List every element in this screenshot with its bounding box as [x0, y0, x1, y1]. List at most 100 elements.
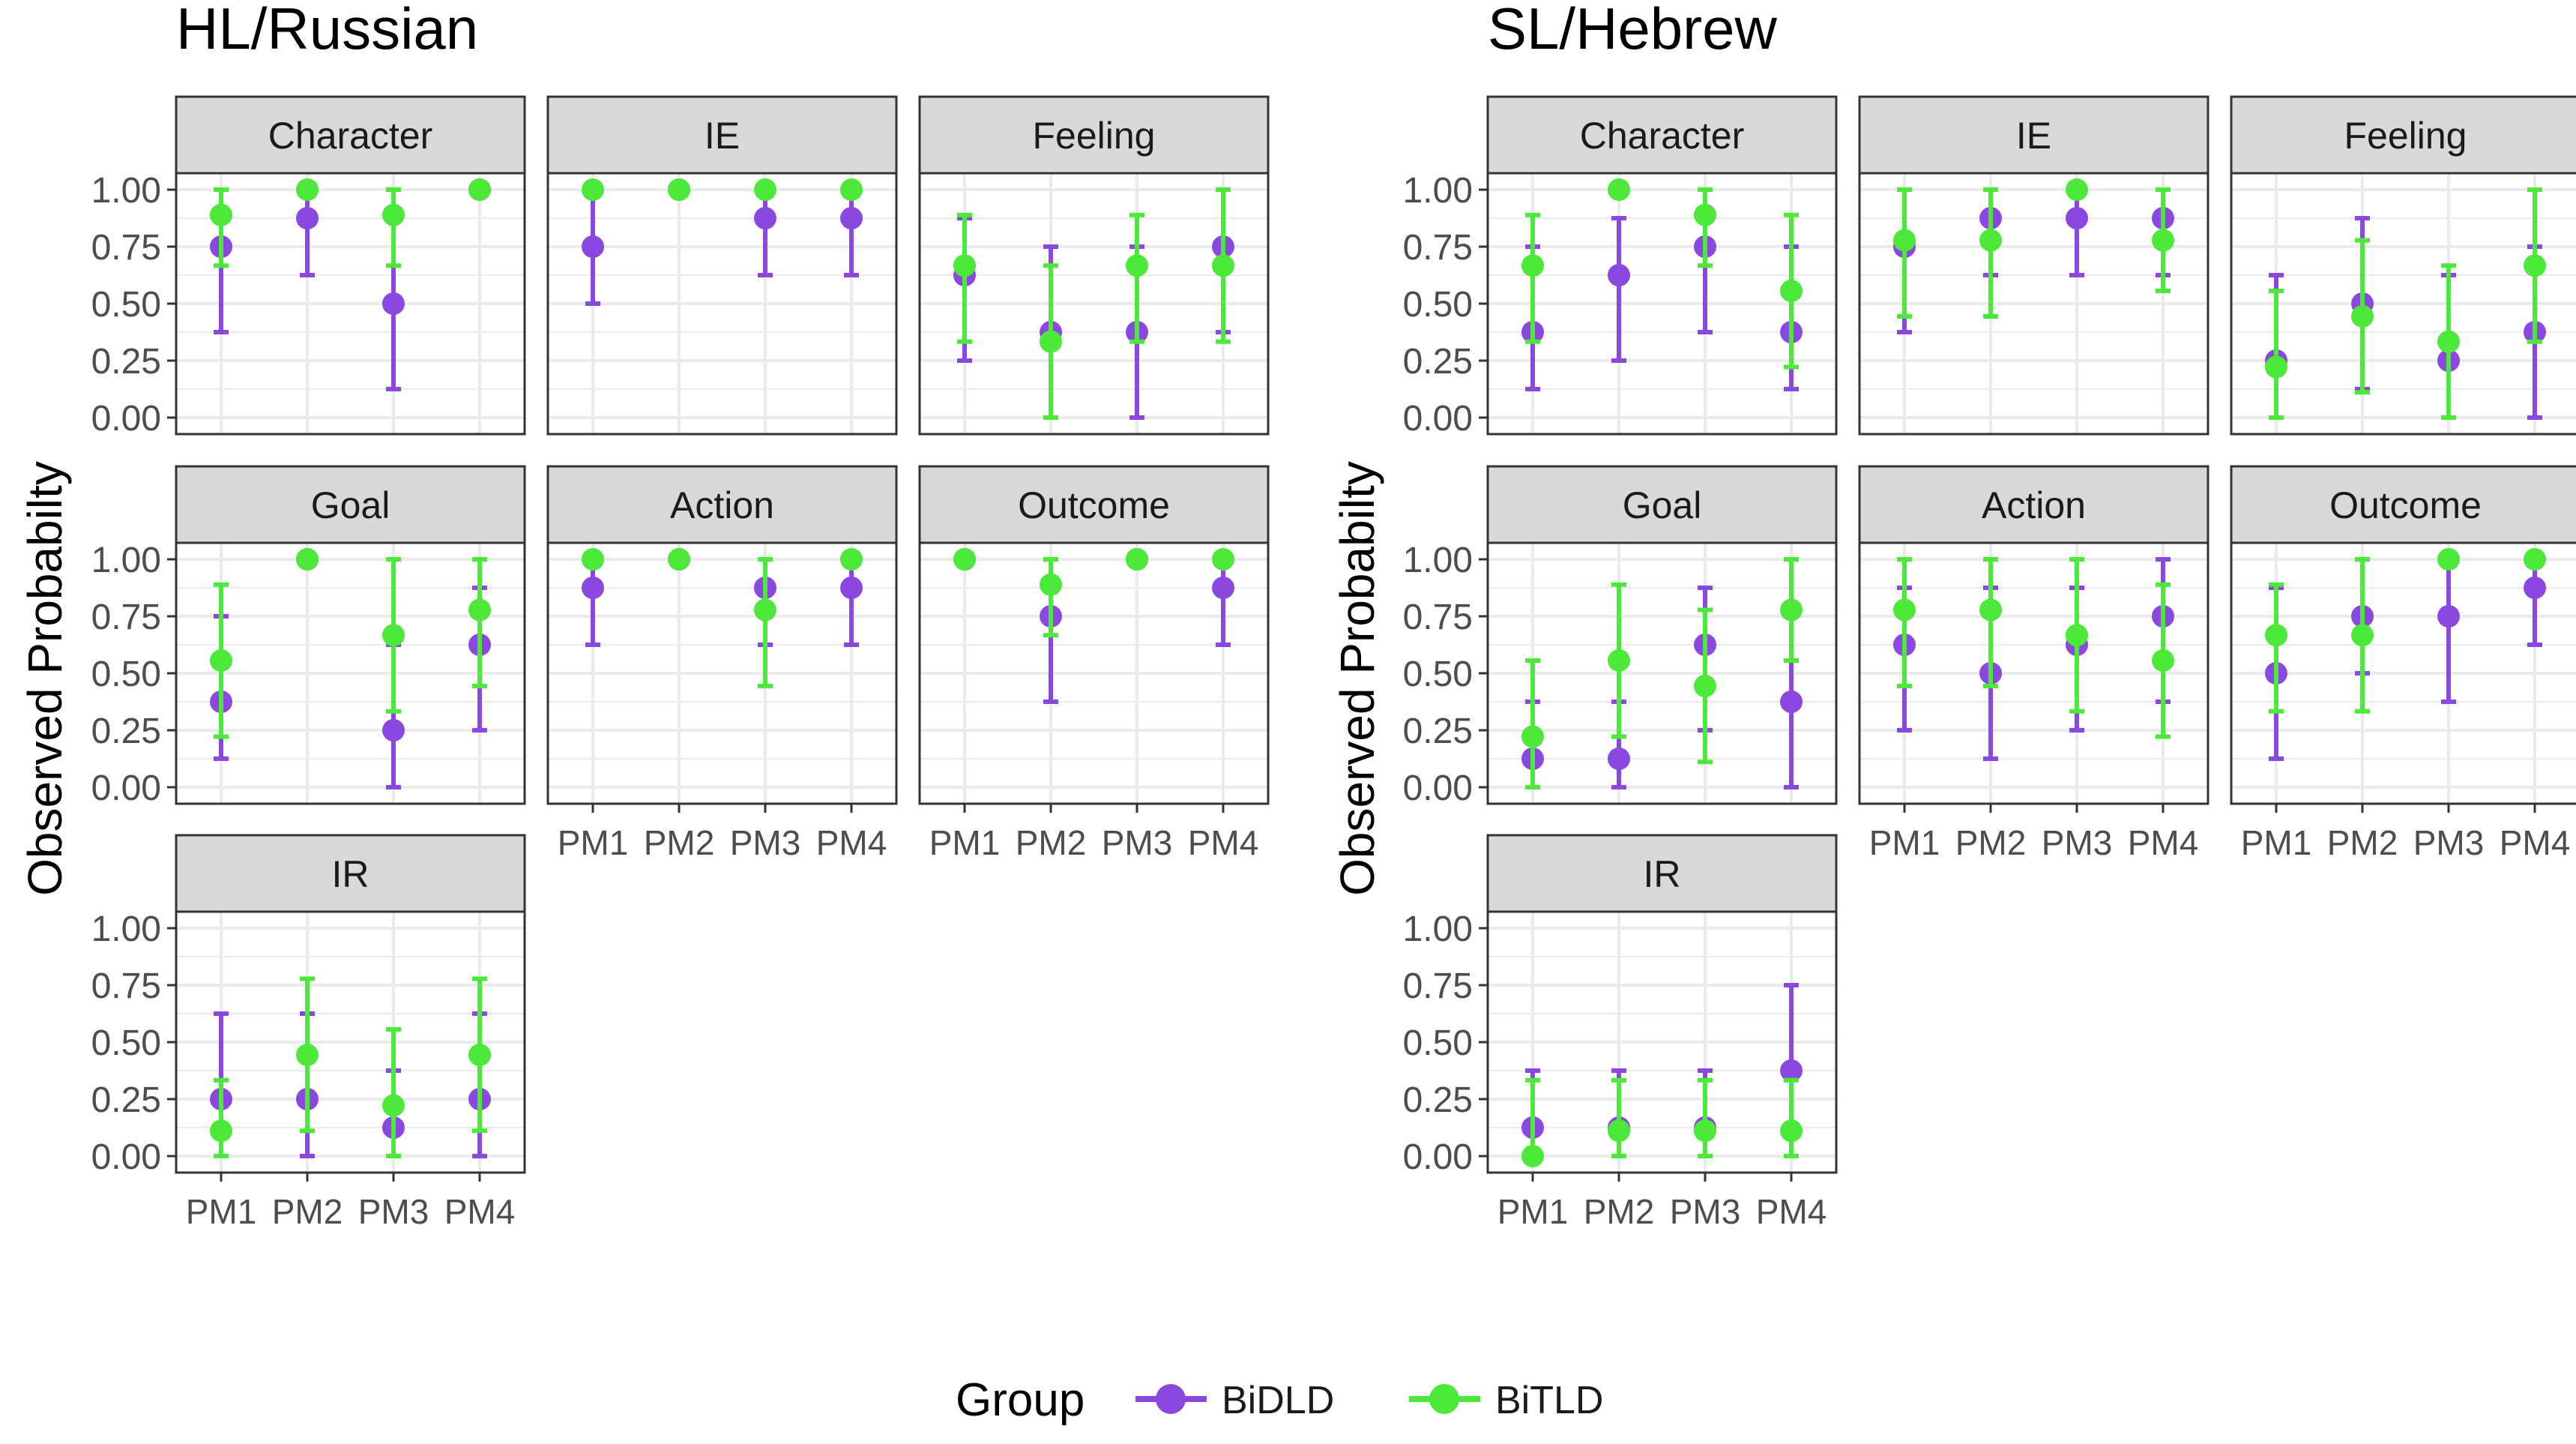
point-bitld-pm2: [296, 548, 319, 571]
y-tick-label: 0.00: [91, 399, 161, 439]
legend-label-bidld: BiDLD: [1222, 1379, 1334, 1422]
strip-label-hl-russian-ir: IR: [332, 853, 369, 895]
point-bitld-pm3: [2437, 330, 2460, 353]
y-tick-label: 0.00: [91, 768, 161, 808]
strip-label-sl-hebrew-ir: IR: [1644, 853, 1681, 895]
point-bitld-pm3: [1126, 254, 1148, 277]
point-bidld-pm3: [2066, 207, 2088, 229]
x-tick-label: PM2: [272, 1192, 343, 1231]
strip-sl-hebrew-feeling: [2230, 95, 2576, 175]
x-tick-label: PM3: [730, 823, 801, 862]
strip-label-hl-russian-outcome: Outcome: [1018, 484, 1170, 526]
strip-hl-russian-outcome: [918, 465, 1270, 544]
y-tick-label: 0.50: [91, 285, 161, 325]
x-tick-label: PM4: [2500, 823, 2571, 862]
series-bitld-hl-russian-outcome: [953, 548, 1234, 638]
point-bitld-pm3: [1694, 1119, 1716, 1143]
y-tick-label: 0.75: [91, 598, 161, 637]
strip-label-hl-russian-goal: Goal: [311, 484, 390, 526]
x-tick-label: PM3: [358, 1192, 429, 1231]
point-bitld-pm4: [2152, 229, 2174, 252]
x-tick-label: PM3: [1102, 823, 1173, 862]
x-tick-label: PM2: [644, 823, 715, 862]
point-bitld-pm3: [2437, 548, 2460, 571]
point-bitld-pm4: [468, 1044, 491, 1067]
strip-hl-russian-action: [546, 465, 898, 544]
series-bitld-hl-russian-ie: [582, 178, 863, 201]
point-bitld-pm1: [1893, 598, 1916, 622]
x-tick-label: PM4: [816, 823, 887, 862]
y-tick-label: 0.50: [91, 1023, 161, 1063]
facet-sl-hebrew-ie: IE: [1858, 95, 2209, 436]
panel-border-sl-hebrew-feeling: [2230, 172, 2576, 436]
point-bidld-pm4: [1780, 691, 1803, 713]
y-tick-label: 0.25: [91, 1080, 161, 1120]
y-tick-label: 1.00: [91, 909, 161, 949]
ylabel-left: Observed Probabilty: [18, 461, 72, 896]
x-tick-label: PM2: [1016, 823, 1087, 862]
point-bidld-pm1: [582, 235, 604, 258]
y-tick-label: 0.50: [1403, 285, 1473, 325]
point-bitld-pm3: [2066, 178, 2088, 201]
point-bitld-pm4: [2152, 649, 2174, 672]
y-tick-label: 0.75: [1403, 228, 1473, 268]
series-bitld-hl-russian-feeling: [953, 187, 1234, 420]
point-bitld-pm1: [1521, 254, 1544, 277]
strip-label-hl-russian-action: Action: [670, 484, 774, 526]
panel-border-sl-hebrew-ie: [1858, 172, 2209, 436]
point-bitld-pm2: [1040, 573, 1062, 596]
point-bitld-pm3: [754, 178, 776, 201]
point-bitld-pm4: [2524, 548, 2546, 571]
legend: Group BiDLD BiTLD: [956, 1374, 1603, 1426]
point-bitld-pm3: [1126, 548, 1148, 571]
facet-hl-russian-ir: IR 1.00 0.75 0.50 0.25 0.00 PM1 PM2 PM3 PM4: [91, 834, 526, 1231]
point-bitld-pm3: [1694, 675, 1716, 698]
point-bitld-pm3: [382, 624, 405, 647]
point-bidld-pm4: [1212, 577, 1234, 599]
ylabel-right: Observed Probabilty: [1330, 461, 1384, 896]
strip-label-sl-hebrew-goal: Goal: [1623, 484, 1702, 526]
series-bitld-hl-russian-action: [582, 548, 863, 689]
point-bidld-pm3: [2437, 605, 2460, 628]
point-bitld-pm4: [2524, 254, 2546, 277]
point-bitld-pm2: [2351, 624, 2374, 647]
point-bitld-pm3: [1694, 203, 1716, 226]
y-tick-label: 0.25: [1403, 712, 1473, 751]
y-tick-label: 0.50: [1403, 655, 1473, 694]
strip-sl-hebrew-goal: [1486, 465, 1838, 544]
point-bitld-pm4: [840, 178, 863, 201]
title-sl-hebrew: SL/Hebrew: [1488, 0, 1778, 61]
y-tick-label: 0.25: [1403, 1080, 1473, 1120]
panel-border-hl-russian-action: [546, 541, 898, 805]
x-tick-label: PM2: [1584, 1192, 1655, 1231]
facet-sl-hebrew-outcome: Outcome PM1 PM2 PM3 PM4: [2230, 465, 2576, 862]
point-bitld-pm3: [754, 598, 776, 622]
point-bitld-pm1: [1521, 725, 1544, 748]
point-bitld-pm1: [582, 548, 604, 571]
strip-sl-hebrew-action: [1858, 465, 2209, 544]
facet-sl-hebrew-ir: IR 1.00 0.75 0.50 0.25 0.00 PM1 PM2 PM3 PM4: [1403, 834, 1838, 1231]
x-tick-label: PM3: [1670, 1192, 1741, 1231]
y-tick-label: 0.00: [91, 1137, 161, 1177]
point-bitld-pm2: [1040, 330, 1062, 353]
point-bitld-pm2: [1608, 178, 1630, 201]
y-tick-label: 0.25: [91, 712, 161, 751]
point-bitld-pm4: [1212, 254, 1234, 277]
point-bitld-pm4: [1780, 279, 1803, 302]
strip-hl-russian-goal: [175, 465, 526, 544]
y-tick-label: 1.00: [91, 541, 161, 580]
x-tick-label: PM4: [2128, 823, 2199, 862]
facet-hl-russian-character: Character 1.00 0.75 0.50 0.25 0.00: [91, 95, 526, 439]
x-tick-label: PM4: [1756, 1192, 1827, 1231]
point-bidld-pm2: [1608, 747, 1630, 770]
series-bitld-sl-hebrew-outcome: [2265, 548, 2546, 714]
series-bitld-sl-hebrew-ir: [1521, 1077, 1803, 1167]
point-bidld-pm4: [1780, 1059, 1803, 1082]
legend-key-bitld: [1409, 1384, 1480, 1414]
point-bitld-pm2: [1608, 649, 1630, 672]
legend-label-bitld: BiTLD: [1495, 1379, 1603, 1422]
y-tick-label: 1.00: [91, 171, 161, 211]
facet-sl-hebrew-feeling: Feeling: [2230, 95, 2576, 436]
strip-hl-russian-ir: [175, 834, 526, 913]
